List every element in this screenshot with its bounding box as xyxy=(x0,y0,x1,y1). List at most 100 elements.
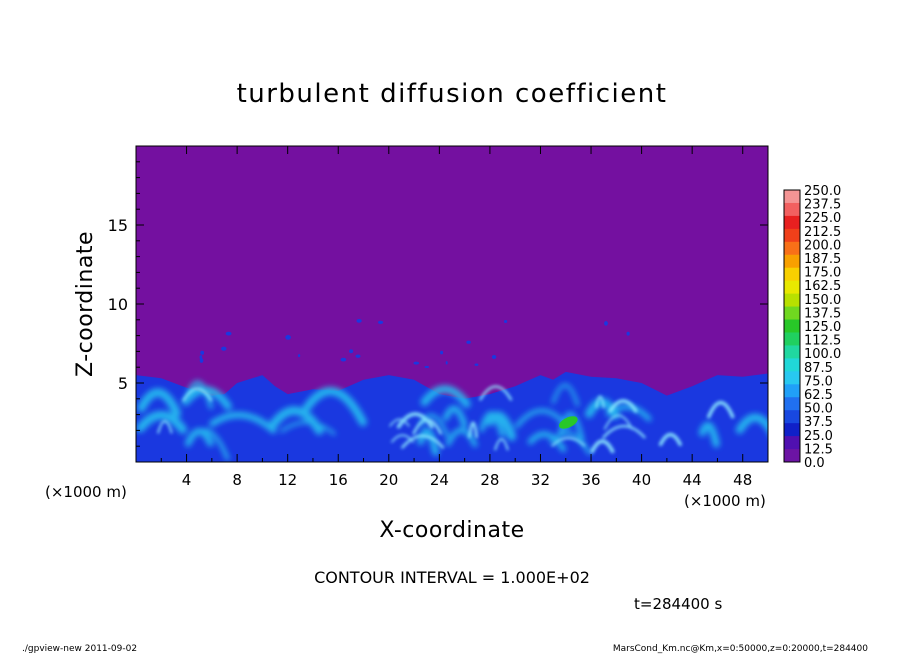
colorbar-swatch xyxy=(784,228,800,243)
colorbar-swatch xyxy=(784,267,800,282)
turbulence-field xyxy=(136,319,768,462)
x-tick-label: 44 xyxy=(683,471,702,489)
colorbar-swatch xyxy=(784,436,800,450)
x-tick-label: 4 xyxy=(182,471,192,489)
colorbar-swatch xyxy=(784,280,800,295)
eddy xyxy=(302,387,367,427)
colorbar-level-label: 100.0 xyxy=(804,347,841,362)
colorbar-level-label: 162.5 xyxy=(804,279,841,294)
colorbar-level-label: 37.5 xyxy=(804,415,833,430)
x-tick-label: 36 xyxy=(581,471,600,489)
detached-blob xyxy=(378,320,384,324)
colorbar-level-label: 0.0 xyxy=(804,456,825,471)
x-tick-label: 48 xyxy=(733,471,752,489)
eddy xyxy=(735,413,768,434)
detached-blob xyxy=(225,331,232,336)
y-tick-label: 10 xyxy=(108,295,128,314)
colorbar-swatch xyxy=(784,306,800,321)
eddy xyxy=(137,388,182,418)
x-axis-title: X-coordinate xyxy=(379,518,524,543)
eddy xyxy=(442,405,468,428)
y-tick-label: 5 xyxy=(118,374,128,393)
detached-blob xyxy=(340,357,347,362)
colorbar-swatch xyxy=(784,397,800,411)
colorbar-swatch xyxy=(784,190,800,204)
boundary-layer xyxy=(136,371,768,462)
eddy xyxy=(417,427,440,456)
eddy-highlight xyxy=(468,421,478,439)
colorbar-level-label: 137.5 xyxy=(804,306,841,321)
colorbar-level-label: 150.0 xyxy=(804,293,841,308)
x-axis: 4 8 12 16 20 24 28 32 36 40 44 48 xyxy=(160,146,752,489)
detached-blob xyxy=(445,361,448,365)
colorbar-level-label: 112.5 xyxy=(804,334,841,349)
colorbar-level-label: 50.0 xyxy=(804,402,833,417)
detached-blob xyxy=(221,346,227,351)
eddy-highlights xyxy=(157,385,735,454)
x-tick-label: 28 xyxy=(480,471,499,489)
detached-blob xyxy=(491,355,497,359)
eddy-highlight xyxy=(396,412,434,429)
eddy xyxy=(280,420,336,436)
colorbar-level-label: 225.0 xyxy=(804,211,841,226)
contour-interval-label: CONTOUR INTERVAL = 1.000E+02 xyxy=(314,568,590,587)
colorbar-swatch xyxy=(784,254,800,269)
x-tick-label: 24 xyxy=(430,471,449,489)
eddy-highlight xyxy=(389,418,410,427)
x-tick-label: 40 xyxy=(632,471,651,489)
detached-blob xyxy=(604,321,608,326)
eddy-highlight xyxy=(608,399,638,413)
detached-blob xyxy=(199,358,204,363)
eddy-highlight xyxy=(182,387,213,402)
footer-right: MarsCond_Km.nc@Km,x=0:50000,z=0:20000,t=… xyxy=(613,644,868,654)
colorbar-swatch xyxy=(784,449,800,463)
eddy xyxy=(136,410,188,434)
detached-blob xyxy=(356,319,362,323)
y-axis: 5 10 15 xyxy=(108,161,768,447)
eddy xyxy=(479,411,505,438)
eddy xyxy=(209,411,277,434)
x-tick-label: 20 xyxy=(379,471,398,489)
x-unit-label-right: (×1000 m) xyxy=(684,492,766,510)
colorbar-swatch xyxy=(784,241,800,256)
eddy-highlight xyxy=(157,420,173,434)
colorbar-swatch xyxy=(784,293,800,308)
colorbar-swatch xyxy=(784,410,800,424)
colorbar-level-label: 75.0 xyxy=(804,374,833,389)
detached-blob xyxy=(413,361,420,365)
colorbar-swatch xyxy=(784,332,800,346)
detached-blob xyxy=(440,350,444,355)
y-axis-title: Z-coordinate xyxy=(73,231,98,377)
plot-area xyxy=(136,146,768,462)
colorbar-frame xyxy=(783,189,801,463)
detached-blob xyxy=(200,350,205,355)
colorbar-level-label: 87.5 xyxy=(804,361,833,376)
x-unit-label-left: (×1000 m) xyxy=(45,483,127,501)
colorbar-level-label: 175.0 xyxy=(804,266,841,281)
colorbar-level-label: 187.5 xyxy=(804,252,841,267)
colorbar-level-label: 250.0 xyxy=(804,184,841,199)
colorbar-swatch xyxy=(784,215,800,230)
detached-blob xyxy=(424,365,429,369)
x-tick-label: 32 xyxy=(531,471,550,489)
colorbar-swatch xyxy=(784,358,800,372)
colorbar-level-label: 125.0 xyxy=(804,320,841,335)
detached-blob xyxy=(349,349,354,354)
colorbar-swatch xyxy=(784,319,800,333)
detached-blob xyxy=(298,354,301,358)
detached-blob xyxy=(626,331,630,336)
eddy-highlight xyxy=(401,434,445,449)
eddy xyxy=(485,411,517,441)
colorbar-swatch xyxy=(784,423,800,437)
x-tick-label: 12 xyxy=(278,471,297,489)
colorbar-swatch xyxy=(784,384,800,398)
x-tick-label: 16 xyxy=(329,471,348,489)
y-tick-label: 15 xyxy=(108,216,128,235)
detached-blob xyxy=(474,363,479,366)
colorbar-level-label: 212.5 xyxy=(804,225,841,240)
eddy xyxy=(698,421,720,448)
colorbar-level-label: 200.0 xyxy=(804,238,841,253)
eddy-highlight xyxy=(602,424,646,439)
colorbar-swatch xyxy=(784,345,800,359)
